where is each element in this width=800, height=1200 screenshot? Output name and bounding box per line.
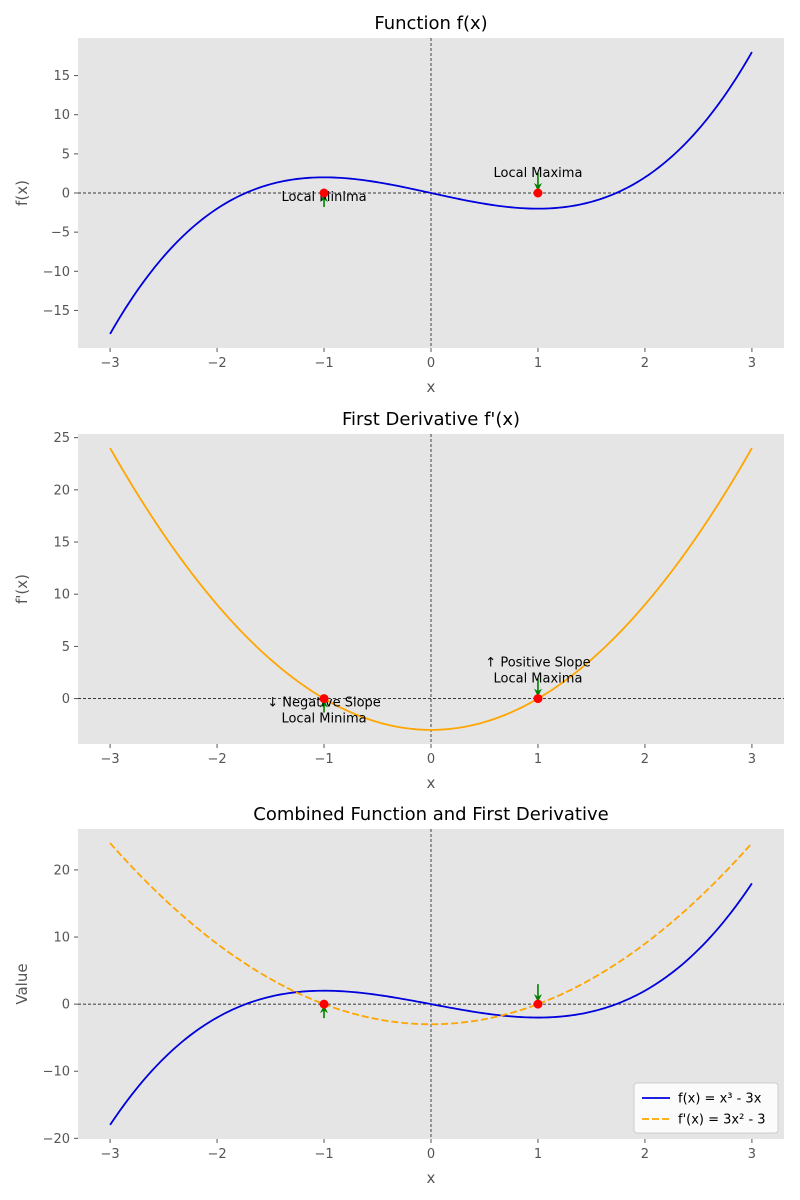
x-tick-label: −3 xyxy=(101,356,120,371)
legend: f(x) = x³ - 3x f'(x) = 3x² - 3 xyxy=(633,1082,779,1134)
x-tick-label: 2 xyxy=(641,752,649,767)
y-tick-label: 10 xyxy=(53,108,70,123)
critical-point xyxy=(533,694,543,704)
chart-2: First Derivative f'(x) −3 −2 −1 0 1 2 3 0 5 10 15 20… xyxy=(13,409,784,792)
y-tick-label: −15 xyxy=(43,304,70,319)
x-tick-label: −2 xyxy=(207,356,226,371)
x-tick-label: −3 xyxy=(101,1147,120,1162)
x-tick-label: −2 xyxy=(207,752,226,767)
y-axis-label: f(x) xyxy=(13,180,31,206)
legend-box xyxy=(633,1082,779,1134)
function-line xyxy=(109,882,753,1126)
x-tick-label: 1 xyxy=(534,356,542,371)
y-tick-label: 0 xyxy=(62,187,70,202)
y-tick-label: 5 xyxy=(62,147,70,162)
y-axis-label: Value xyxy=(13,963,31,1004)
x-tick-label: −1 xyxy=(314,752,333,767)
legend-label: f(x) = x³ - 3x xyxy=(678,1092,762,1107)
function-line xyxy=(109,51,753,335)
chart-1: Function f(x)−3 −2 −1 0 1 2 3−15−10−5051015xf(… xyxy=(13,13,784,396)
annotation-text: ↑ Positive Slope xyxy=(485,656,590,671)
x-tick-label: 3 xyxy=(748,1147,756,1162)
legend-label: f'(x) = 3x² - 3 xyxy=(678,1113,766,1128)
x-axis-label: x xyxy=(427,1169,436,1187)
y-tick-label: −10 xyxy=(43,265,70,280)
y-tick-label: −20 xyxy=(43,1132,70,1147)
derivative-line xyxy=(109,447,753,731)
chart-title: First Derivative f'(x) xyxy=(342,409,520,430)
y-tick-label: 25 xyxy=(53,431,70,446)
y-tick-label: 20 xyxy=(53,863,70,878)
x-tick-label: 1 xyxy=(534,752,542,767)
y-tick-label: 0 xyxy=(62,998,70,1013)
critical-point xyxy=(319,694,329,704)
critical-point xyxy=(533,188,543,198)
annotation-text: Local Maxima xyxy=(493,672,582,687)
x-tick-label: −1 xyxy=(314,1147,333,1162)
x-tick-label: 0 xyxy=(427,752,435,767)
x-tick-label: 2 xyxy=(641,356,649,371)
annotation-text: Local Minima xyxy=(281,712,366,727)
y-axis-label: f'(x) xyxy=(13,574,31,604)
y-tick-label: 20 xyxy=(53,483,70,498)
y-tick-label: 15 xyxy=(53,69,70,84)
x-tick-label: −1 xyxy=(314,356,333,371)
y-tick-label: 15 xyxy=(53,536,70,551)
x-axis-label: x xyxy=(427,774,436,792)
critical-point xyxy=(319,999,329,1009)
critical-point xyxy=(533,999,543,1009)
y-tick-label: 5 xyxy=(62,640,70,655)
x-tick-label: 0 xyxy=(427,1147,435,1162)
y-tick-label: −5 xyxy=(51,226,70,241)
y-tick-label: 0 xyxy=(62,692,70,707)
y-tick-label: 10 xyxy=(53,931,70,946)
x-tick-label: 3 xyxy=(748,356,756,371)
x-tick-label: 2 xyxy=(641,1147,649,1162)
x-tick-label: −2 xyxy=(207,1147,226,1162)
x-axis-label: x xyxy=(427,378,436,396)
x-tick-label: 3 xyxy=(748,752,756,767)
x-tick-label: 1 xyxy=(534,1147,542,1162)
chart-title: Combined Function and First Derivative xyxy=(253,804,608,825)
y-tick-label: 10 xyxy=(53,588,70,603)
derivative-line xyxy=(109,842,753,1026)
chart-title: Function f(x) xyxy=(374,13,487,34)
x-tick-label: 0 xyxy=(427,356,435,371)
x-tick-label: −3 xyxy=(101,752,120,767)
y-tick-label: −10 xyxy=(43,1065,70,1080)
critical-point xyxy=(319,188,329,198)
chart-3: Combined Function and First Derivative −3… xyxy=(13,804,784,1187)
annotation-text: Local Maxima xyxy=(493,166,582,181)
